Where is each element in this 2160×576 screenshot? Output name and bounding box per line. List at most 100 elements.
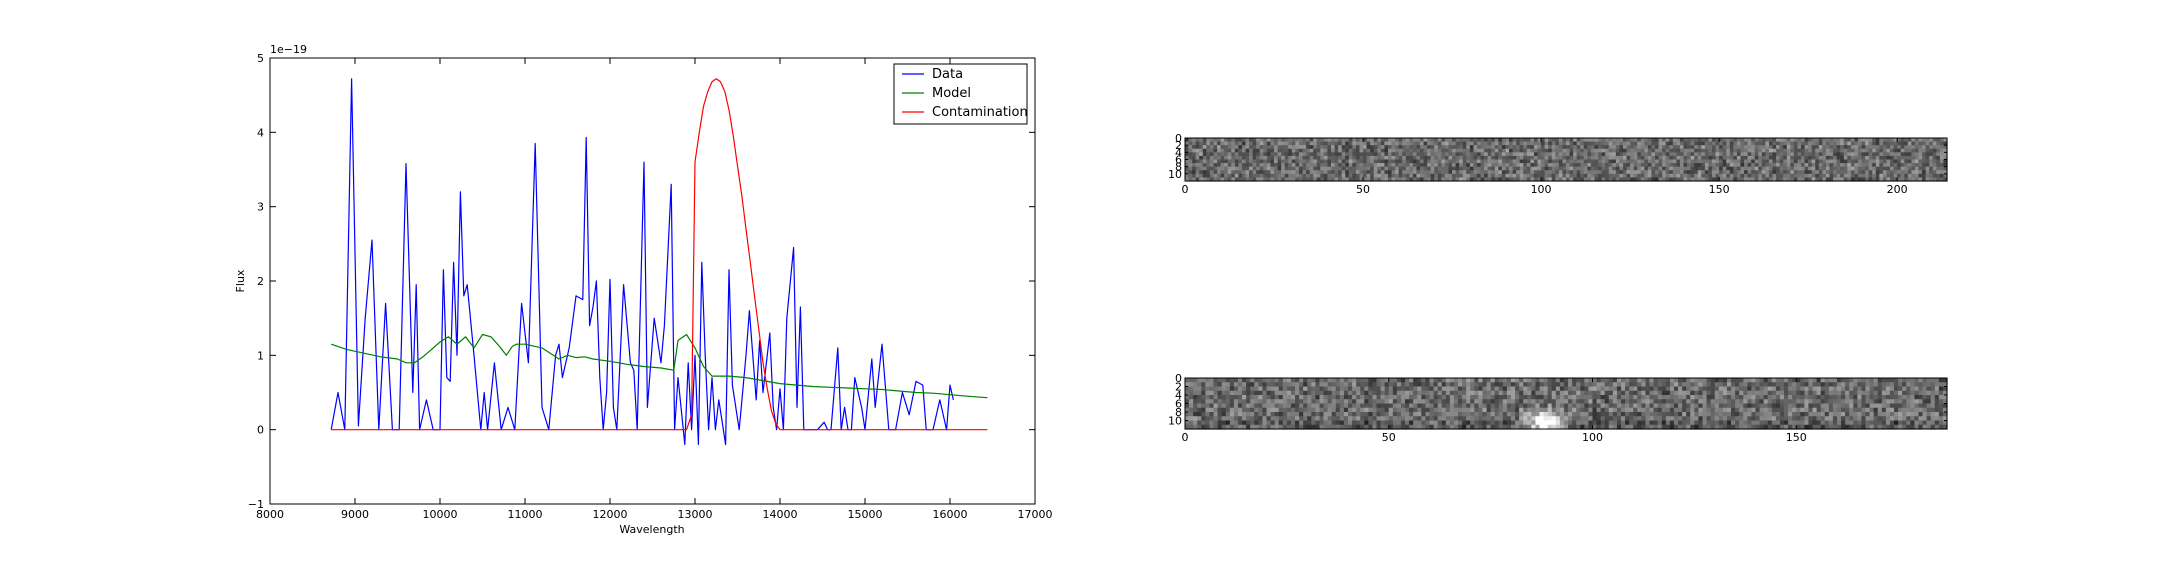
image-pixel [1676, 145, 1681, 150]
image-pixel [1612, 395, 1618, 400]
image-pixel [1873, 407, 1879, 413]
image-pixel [1192, 173, 1197, 179]
image-pixel [1206, 155, 1211, 161]
image-pixel [1790, 177, 1795, 182]
image-pixel [1515, 403, 1520, 409]
image-pixel [1430, 177, 1435, 182]
image-pixel [1245, 166, 1250, 171]
image-pixel [1788, 407, 1793, 413]
image-pixel [1327, 416, 1333, 422]
image-pixel [1237, 386, 1243, 392]
image-pixel [1672, 152, 1677, 157]
image-pixel [1233, 420, 1239, 426]
image-pixel [1786, 166, 1791, 171]
image-pixel [1262, 395, 1268, 400]
image-pixel [1547, 395, 1553, 400]
image-pixel [1897, 163, 1902, 168]
image-pixel [1523, 378, 1528, 383]
image-pixel [1421, 390, 1427, 396]
image-pixel [1881, 399, 1887, 405]
image-pixel [1936, 155, 1941, 161]
image-pixel [1930, 403, 1936, 409]
image-pixel [1788, 412, 1793, 417]
image-pixel [1476, 163, 1482, 168]
image-pixel [1487, 141, 1492, 146]
image-pixel [1313, 166, 1318, 171]
image-pixel [1189, 378, 1194, 383]
image-pixel [1736, 163, 1742, 168]
image-pixel [1197, 399, 1202, 405]
image-pixel [1922, 412, 1928, 417]
image-pixel [1413, 424, 1418, 430]
image-pixel [1568, 378, 1573, 383]
image-pixel [1199, 166, 1204, 171]
image-pixel [1722, 382, 1728, 388]
image-pixel [1434, 141, 1439, 146]
image-pixel [1911, 141, 1916, 146]
image-pixel [1658, 163, 1663, 168]
image-pixel [1449, 399, 1455, 405]
image-pixel [1469, 152, 1475, 157]
image-pixel [1658, 170, 1663, 175]
image-pixel [1316, 163, 1321, 168]
image-pixel [1482, 407, 1488, 413]
image-pixel [1601, 155, 1606, 161]
image-pixel [1494, 173, 1499, 179]
image-pixel [1188, 163, 1193, 168]
image-pixel [1608, 395, 1614, 400]
image-pixel [1918, 386, 1924, 392]
image-pixel [1744, 170, 1749, 175]
image-pixel [1726, 145, 1731, 150]
image-pixel [1462, 155, 1467, 161]
image-pixel [1861, 141, 1866, 146]
image-pixel [1797, 145, 1802, 150]
image-pixel [1584, 420, 1590, 426]
image-pixel [1790, 159, 1795, 164]
image-pixel [1486, 386, 1492, 392]
image-pixel [1519, 152, 1524, 157]
image-pixel [1330, 159, 1336, 164]
image-pixel [1600, 382, 1606, 388]
image-pixel [1576, 173, 1581, 179]
image-pixel [1825, 155, 1831, 161]
image-pixel [1722, 145, 1727, 150]
image-pixel [1698, 399, 1704, 405]
image-pixel [1341, 159, 1346, 164]
image-pixel [1409, 399, 1414, 405]
image-pixel [1894, 424, 1899, 430]
image-pixel [1262, 390, 1268, 396]
image-x-tick-label: 150 [1709, 183, 1730, 196]
image-pixel [1796, 416, 1801, 422]
image-pixel [1816, 399, 1822, 405]
image-pixel [1653, 416, 1659, 422]
image-pixel [1784, 395, 1789, 400]
image-pixel [1519, 378, 1524, 383]
image-pixel [1224, 155, 1229, 161]
x-tick-label: 11000 [508, 508, 543, 521]
image-pixel [1202, 155, 1207, 161]
image-pixel [1808, 141, 1813, 146]
image-pixel [1519, 173, 1524, 179]
image-pixel [1683, 170, 1688, 175]
image-pixel [1380, 424, 1386, 430]
image-pixel [1449, 416, 1455, 422]
image-pixel [1498, 424, 1504, 430]
image-pixel [1828, 407, 1834, 413]
image-pixel [1841, 416, 1846, 422]
image-pixel [1800, 424, 1805, 430]
image-pixel [1889, 420, 1895, 426]
image-pixel [1625, 416, 1630, 422]
image-pixel [1779, 155, 1784, 161]
image-pixel [1934, 403, 1940, 409]
image-pixel [1704, 173, 1710, 179]
image-pixel [1706, 386, 1712, 392]
image-pixel [1783, 148, 1788, 153]
image-pixel [1655, 170, 1660, 175]
image-pixel [1877, 424, 1883, 430]
image-pixel [1572, 399, 1577, 405]
image-pixel [1761, 159, 1766, 164]
image-pixel [1900, 177, 1905, 182]
image-pixel [1258, 424, 1264, 430]
image-pixel [1405, 407, 1410, 413]
image-pixel [1704, 152, 1710, 157]
